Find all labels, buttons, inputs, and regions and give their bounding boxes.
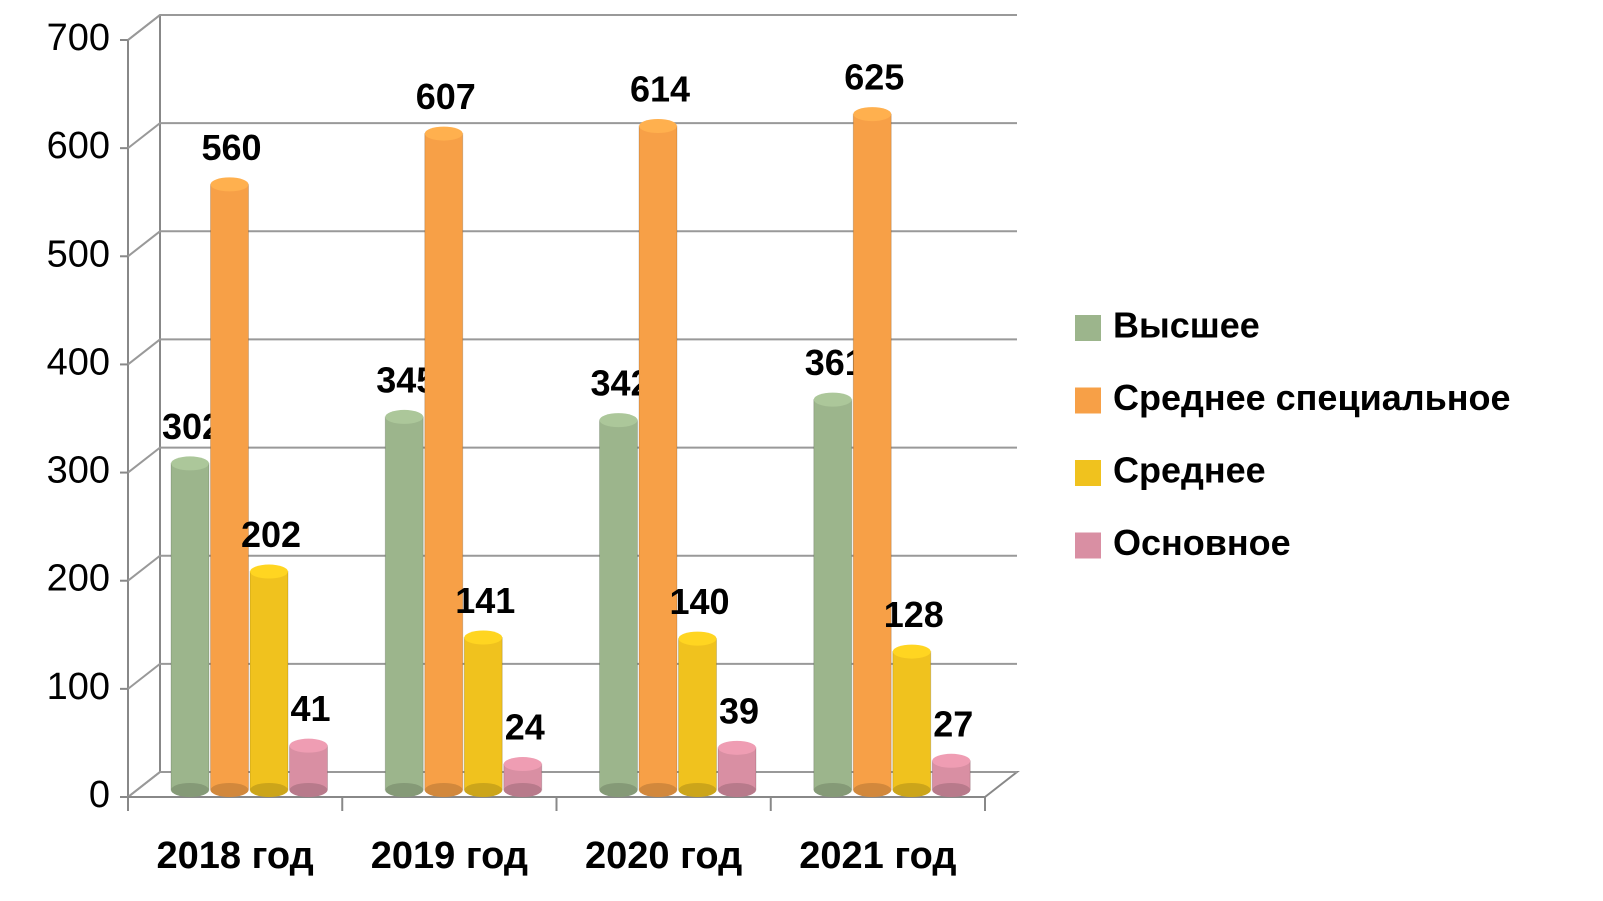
data-label: 202 <box>241 514 301 555</box>
bar <box>463 637 503 791</box>
legend-swatch <box>1075 532 1101 559</box>
bar-top <box>599 413 638 428</box>
bar <box>210 183 249 791</box>
bar-top <box>289 738 328 753</box>
bar-bottom <box>639 783 677 797</box>
bar-bottom <box>892 783 931 797</box>
y-tick-label: 0 <box>89 774 110 816</box>
bar <box>599 419 638 791</box>
bar-bottom <box>210 783 249 797</box>
data-label: 141 <box>455 580 515 621</box>
legend-label: Основное <box>1113 522 1291 563</box>
y-tick-label: 600 <box>47 125 110 167</box>
bar-bottom <box>813 783 852 797</box>
data-label: 39 <box>719 690 759 731</box>
bar-top <box>853 107 892 122</box>
bar-bottom <box>932 783 971 797</box>
bar <box>892 651 932 791</box>
bar-top <box>639 119 677 134</box>
y-tick-label: 700 <box>47 17 110 59</box>
bar-top <box>424 126 463 141</box>
data-label: 41 <box>290 688 330 729</box>
bar-bottom <box>424 783 463 797</box>
legend-swatch <box>1075 387 1101 414</box>
grid-line <box>127 662 1017 690</box>
bar-top <box>892 644 931 659</box>
bar-bottom <box>464 783 503 797</box>
bar-bottom <box>289 783 328 797</box>
grid-line <box>127 14 1017 41</box>
grid-line <box>127 230 1017 258</box>
grid-line <box>127 446 1017 474</box>
bar-top <box>464 630 503 645</box>
data-label: 560 <box>201 127 261 168</box>
legend-swatch <box>1075 460 1101 486</box>
legend-label: Среднее специальное <box>1113 377 1510 418</box>
bar-bottom <box>599 783 638 797</box>
y-tick-label: 100 <box>47 666 110 708</box>
bar-bottom <box>171 783 209 797</box>
data-label: 140 <box>669 581 729 622</box>
bar <box>813 399 853 791</box>
bar-bottom <box>718 783 756 797</box>
legend-swatch <box>1075 315 1101 341</box>
grid-line <box>127 554 1017 582</box>
grid-line <box>127 338 1017 366</box>
data-label: 607 <box>416 76 476 117</box>
bar-bottom <box>503 783 542 797</box>
y-tick-label: 200 <box>47 558 110 600</box>
legend-label: Среднее <box>1113 450 1266 491</box>
bar-top <box>171 456 209 471</box>
y-tick-label: 400 <box>47 341 110 383</box>
data-label: 625 <box>844 57 904 98</box>
bar-top <box>813 392 852 407</box>
bar <box>678 638 717 791</box>
bar-top <box>250 564 288 579</box>
data-label: 128 <box>884 594 944 635</box>
bar-top <box>503 757 542 772</box>
bar-top <box>385 409 424 424</box>
bar-top <box>718 740 756 755</box>
data-label: 24 <box>505 707 545 748</box>
grid-line <box>127 122 1017 149</box>
bar-bottom <box>385 783 424 797</box>
bar <box>424 133 464 791</box>
y-tick-label: 500 <box>47 233 110 275</box>
data-label: 614 <box>630 69 690 110</box>
bar-bottom <box>250 783 288 797</box>
data-label: 27 <box>933 703 973 744</box>
bar-top <box>678 631 717 646</box>
bar <box>638 125 678 791</box>
x-tick-label: 2019 год <box>371 835 528 877</box>
bar-top <box>932 753 971 768</box>
x-tick-label: 2020 год <box>585 835 742 877</box>
bar <box>170 462 210 791</box>
bar <box>249 571 289 791</box>
bar <box>852 113 892 791</box>
bar <box>384 416 424 791</box>
bar-bottom <box>853 783 892 797</box>
x-tick-label: 2018 год <box>156 835 313 877</box>
legend-label: Высшее <box>1113 305 1260 346</box>
bar-bottom <box>678 783 717 797</box>
x-tick-label: 2021 год <box>799 835 956 877</box>
bar-top <box>210 177 249 192</box>
y-tick-label: 300 <box>47 450 110 492</box>
